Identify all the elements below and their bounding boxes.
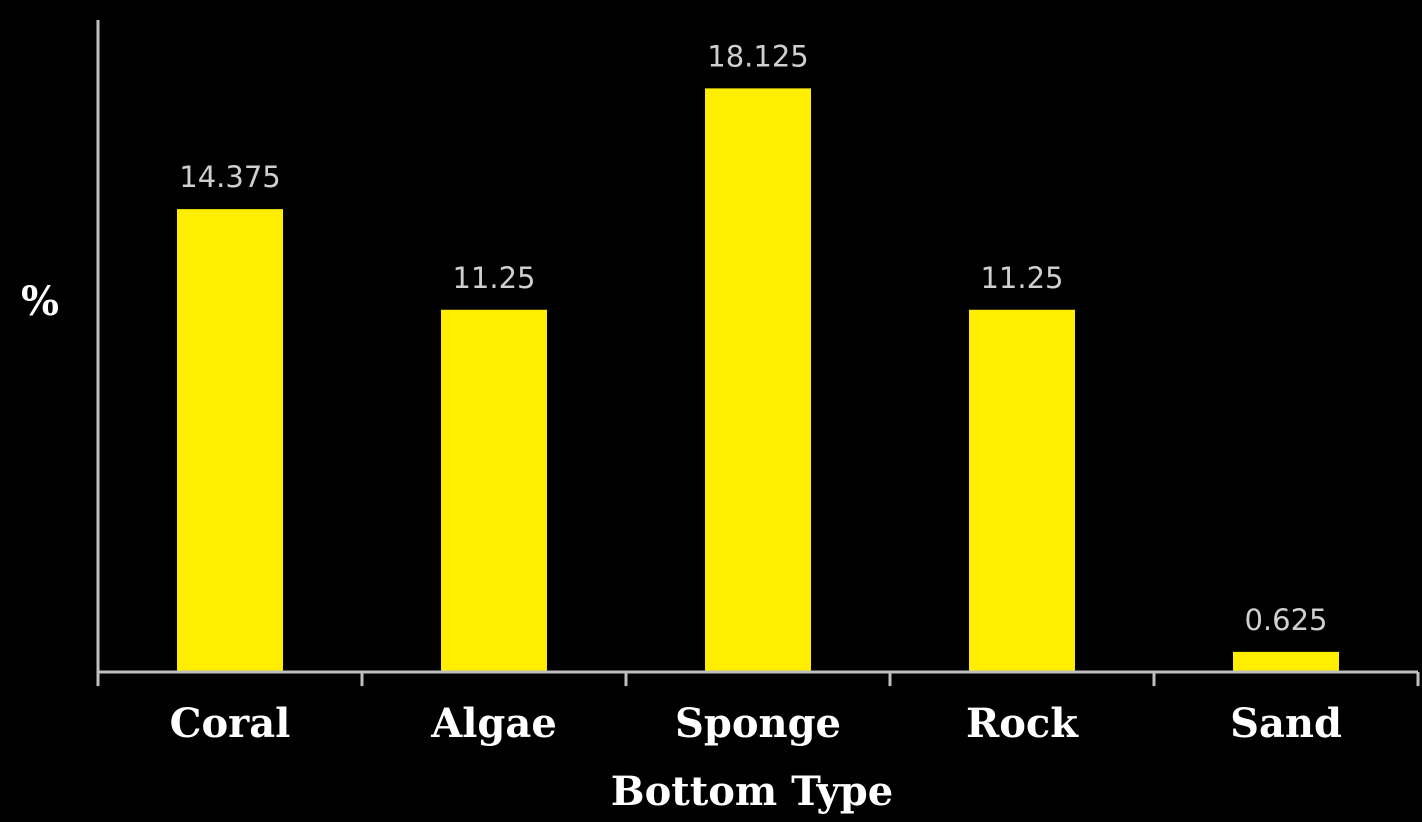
bar-algae xyxy=(441,309,547,672)
data-label-sponge: 18.125 xyxy=(707,39,808,73)
data-labels-group: 14.375 11.25 18.125 11.25 0.625 xyxy=(179,39,1327,637)
data-label-coral: 14.375 xyxy=(179,160,280,194)
data-label-rock: 11.25 xyxy=(980,261,1063,295)
x-axis-title: Bottom Type xyxy=(611,768,893,815)
y-axis-title: % xyxy=(21,278,59,325)
data-label-sand: 0.625 xyxy=(1244,603,1327,637)
category-labels-group: Coral Algae Sponge Rock Sand xyxy=(170,700,1342,747)
category-label-sand: Sand xyxy=(1230,700,1342,747)
category-label-coral: Coral xyxy=(170,700,291,747)
category-label-sponge: Sponge xyxy=(675,700,841,747)
bar-rock xyxy=(969,309,1075,672)
data-label-algae: 11.25 xyxy=(452,261,535,295)
bars-group xyxy=(177,88,1339,672)
category-label-rock: Rock xyxy=(966,700,1079,747)
x-axis-ticks xyxy=(96,672,1420,686)
bar-coral xyxy=(177,209,283,672)
category-label-algae: Algae xyxy=(430,700,557,747)
bar-sand xyxy=(1233,651,1339,672)
bar-sponge xyxy=(705,88,811,672)
